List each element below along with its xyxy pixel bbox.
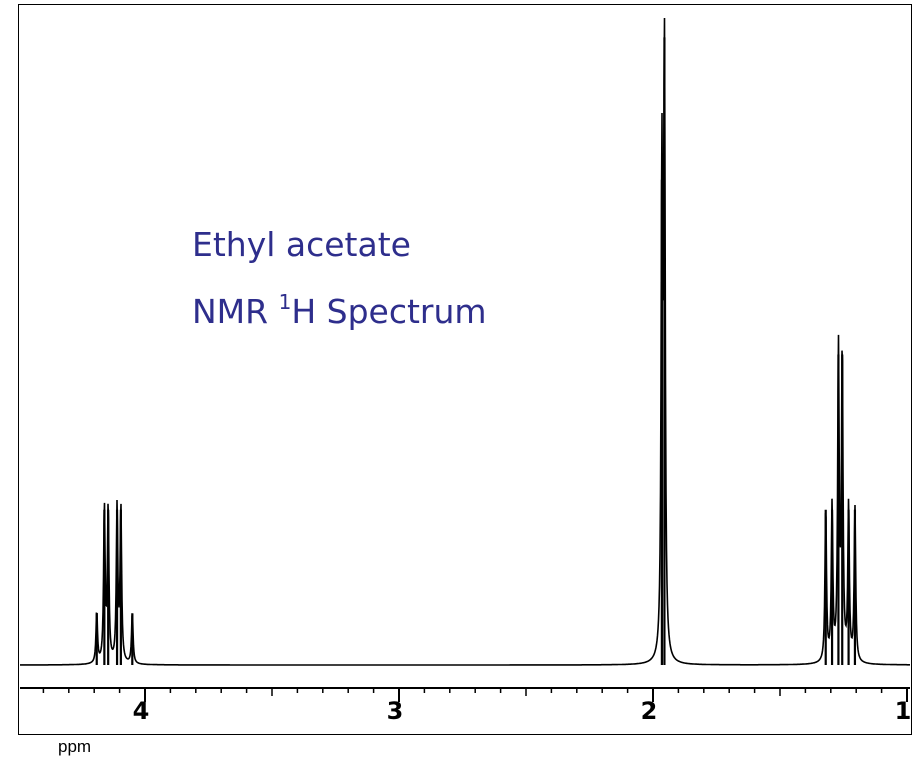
x-tick-label-4: 4 — [133, 697, 150, 725]
chart-title-line-2: NMR 1H Spectrum — [192, 290, 487, 331]
x-tick-label-2: 2 — [641, 697, 658, 725]
spectrum — [20, 17, 910, 666]
x-axis-label: ppm — [58, 737, 92, 756]
x-tick-label-1: 1 — [895, 697, 912, 725]
spectrum-trace — [20, 17, 910, 666]
x-tick-label-3: 3 — [387, 697, 404, 725]
title-suffix: H Spectrum — [291, 292, 487, 331]
title-prefix: NMR — [192, 292, 279, 331]
title-superscript: 1 — [278, 290, 292, 314]
x-axis: 4 3 2 1 — [20, 687, 912, 725]
plot-frame — [18, 4, 912, 735]
chart-title-line-1: Ethyl acetate — [192, 225, 411, 264]
